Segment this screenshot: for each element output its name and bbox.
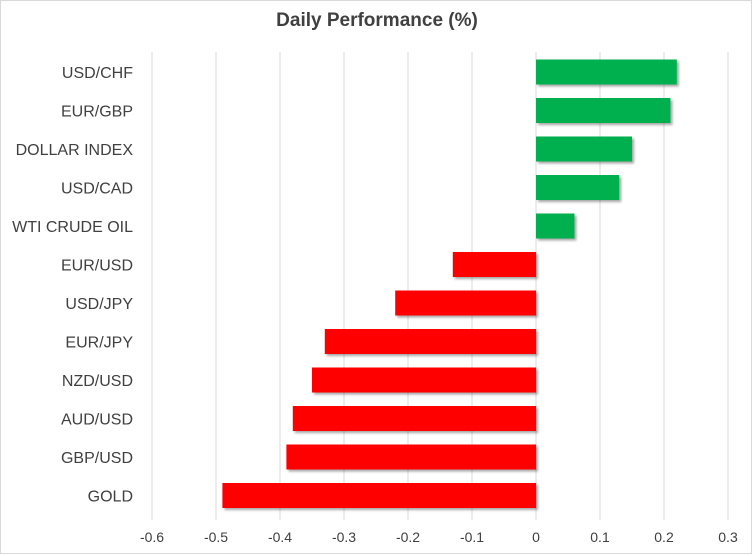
grid-lines bbox=[151, 52, 729, 520]
category-label: GBP/USD bbox=[61, 450, 133, 467]
x-tick-label: -0.3 bbox=[332, 529, 356, 545]
category-label: USD/CAD bbox=[61, 181, 133, 198]
bar-wti-crude-oil bbox=[536, 213, 575, 239]
chart-title: Daily Performance (%) bbox=[276, 10, 478, 31]
bars bbox=[222, 59, 677, 508]
bar-gold bbox=[222, 483, 536, 508]
category-label: AUD/USD bbox=[61, 412, 133, 429]
bar-gbp-usd bbox=[286, 444, 536, 470]
category-labels: USD/CHF EUR/GBP DOLLAR INDEX USD/CAD WTI CRU… bbox=[12, 65, 133, 506]
x-tick-labels: -0.6 -0.5 -0.4 -0.3 -0.2 -0.1 0 0.1 0.2 0.3 bbox=[140, 529, 738, 545]
x-tick-label: 0 bbox=[532, 529, 540, 545]
x-tick-label: 0.2 bbox=[654, 529, 674, 545]
category-label: EUR/USD bbox=[61, 258, 133, 275]
x-tick-label: 0.1 bbox=[590, 529, 610, 545]
bar-eur-gbp bbox=[536, 98, 671, 123]
bar-nzd-usd bbox=[312, 367, 536, 393]
category-label: EUR/JPY bbox=[65, 335, 133, 352]
bar-dollar-index bbox=[536, 136, 632, 162]
x-tick-label: -0.1 bbox=[460, 529, 484, 545]
category-label: DOLLAR INDEX bbox=[16, 142, 134, 159]
x-tick-label: 0.3 bbox=[718, 529, 738, 545]
x-tick-label: -0.5 bbox=[204, 529, 228, 545]
category-label: WTI CRUDE OIL bbox=[12, 219, 133, 236]
category-label: GOLD bbox=[88, 489, 133, 506]
bar-aud-usd bbox=[292, 406, 536, 431]
category-label: USD/CHF bbox=[62, 65, 133, 82]
category-label: USD/JPY bbox=[65, 296, 133, 313]
category-label: EUR/GBP bbox=[61, 104, 133, 121]
bar-usd-chf bbox=[536, 59, 677, 85]
bar-usd-jpy bbox=[395, 290, 536, 316]
bar-eur-usd bbox=[452, 252, 536, 277]
x-tick-label: -0.4 bbox=[268, 529, 292, 545]
x-tick-label: -0.6 bbox=[140, 529, 164, 545]
category-label: NZD/USD bbox=[62, 373, 133, 390]
bar-eur-jpy bbox=[324, 329, 536, 354]
x-tick-label: -0.2 bbox=[396, 529, 420, 545]
bar-usd-cad bbox=[536, 175, 620, 200]
